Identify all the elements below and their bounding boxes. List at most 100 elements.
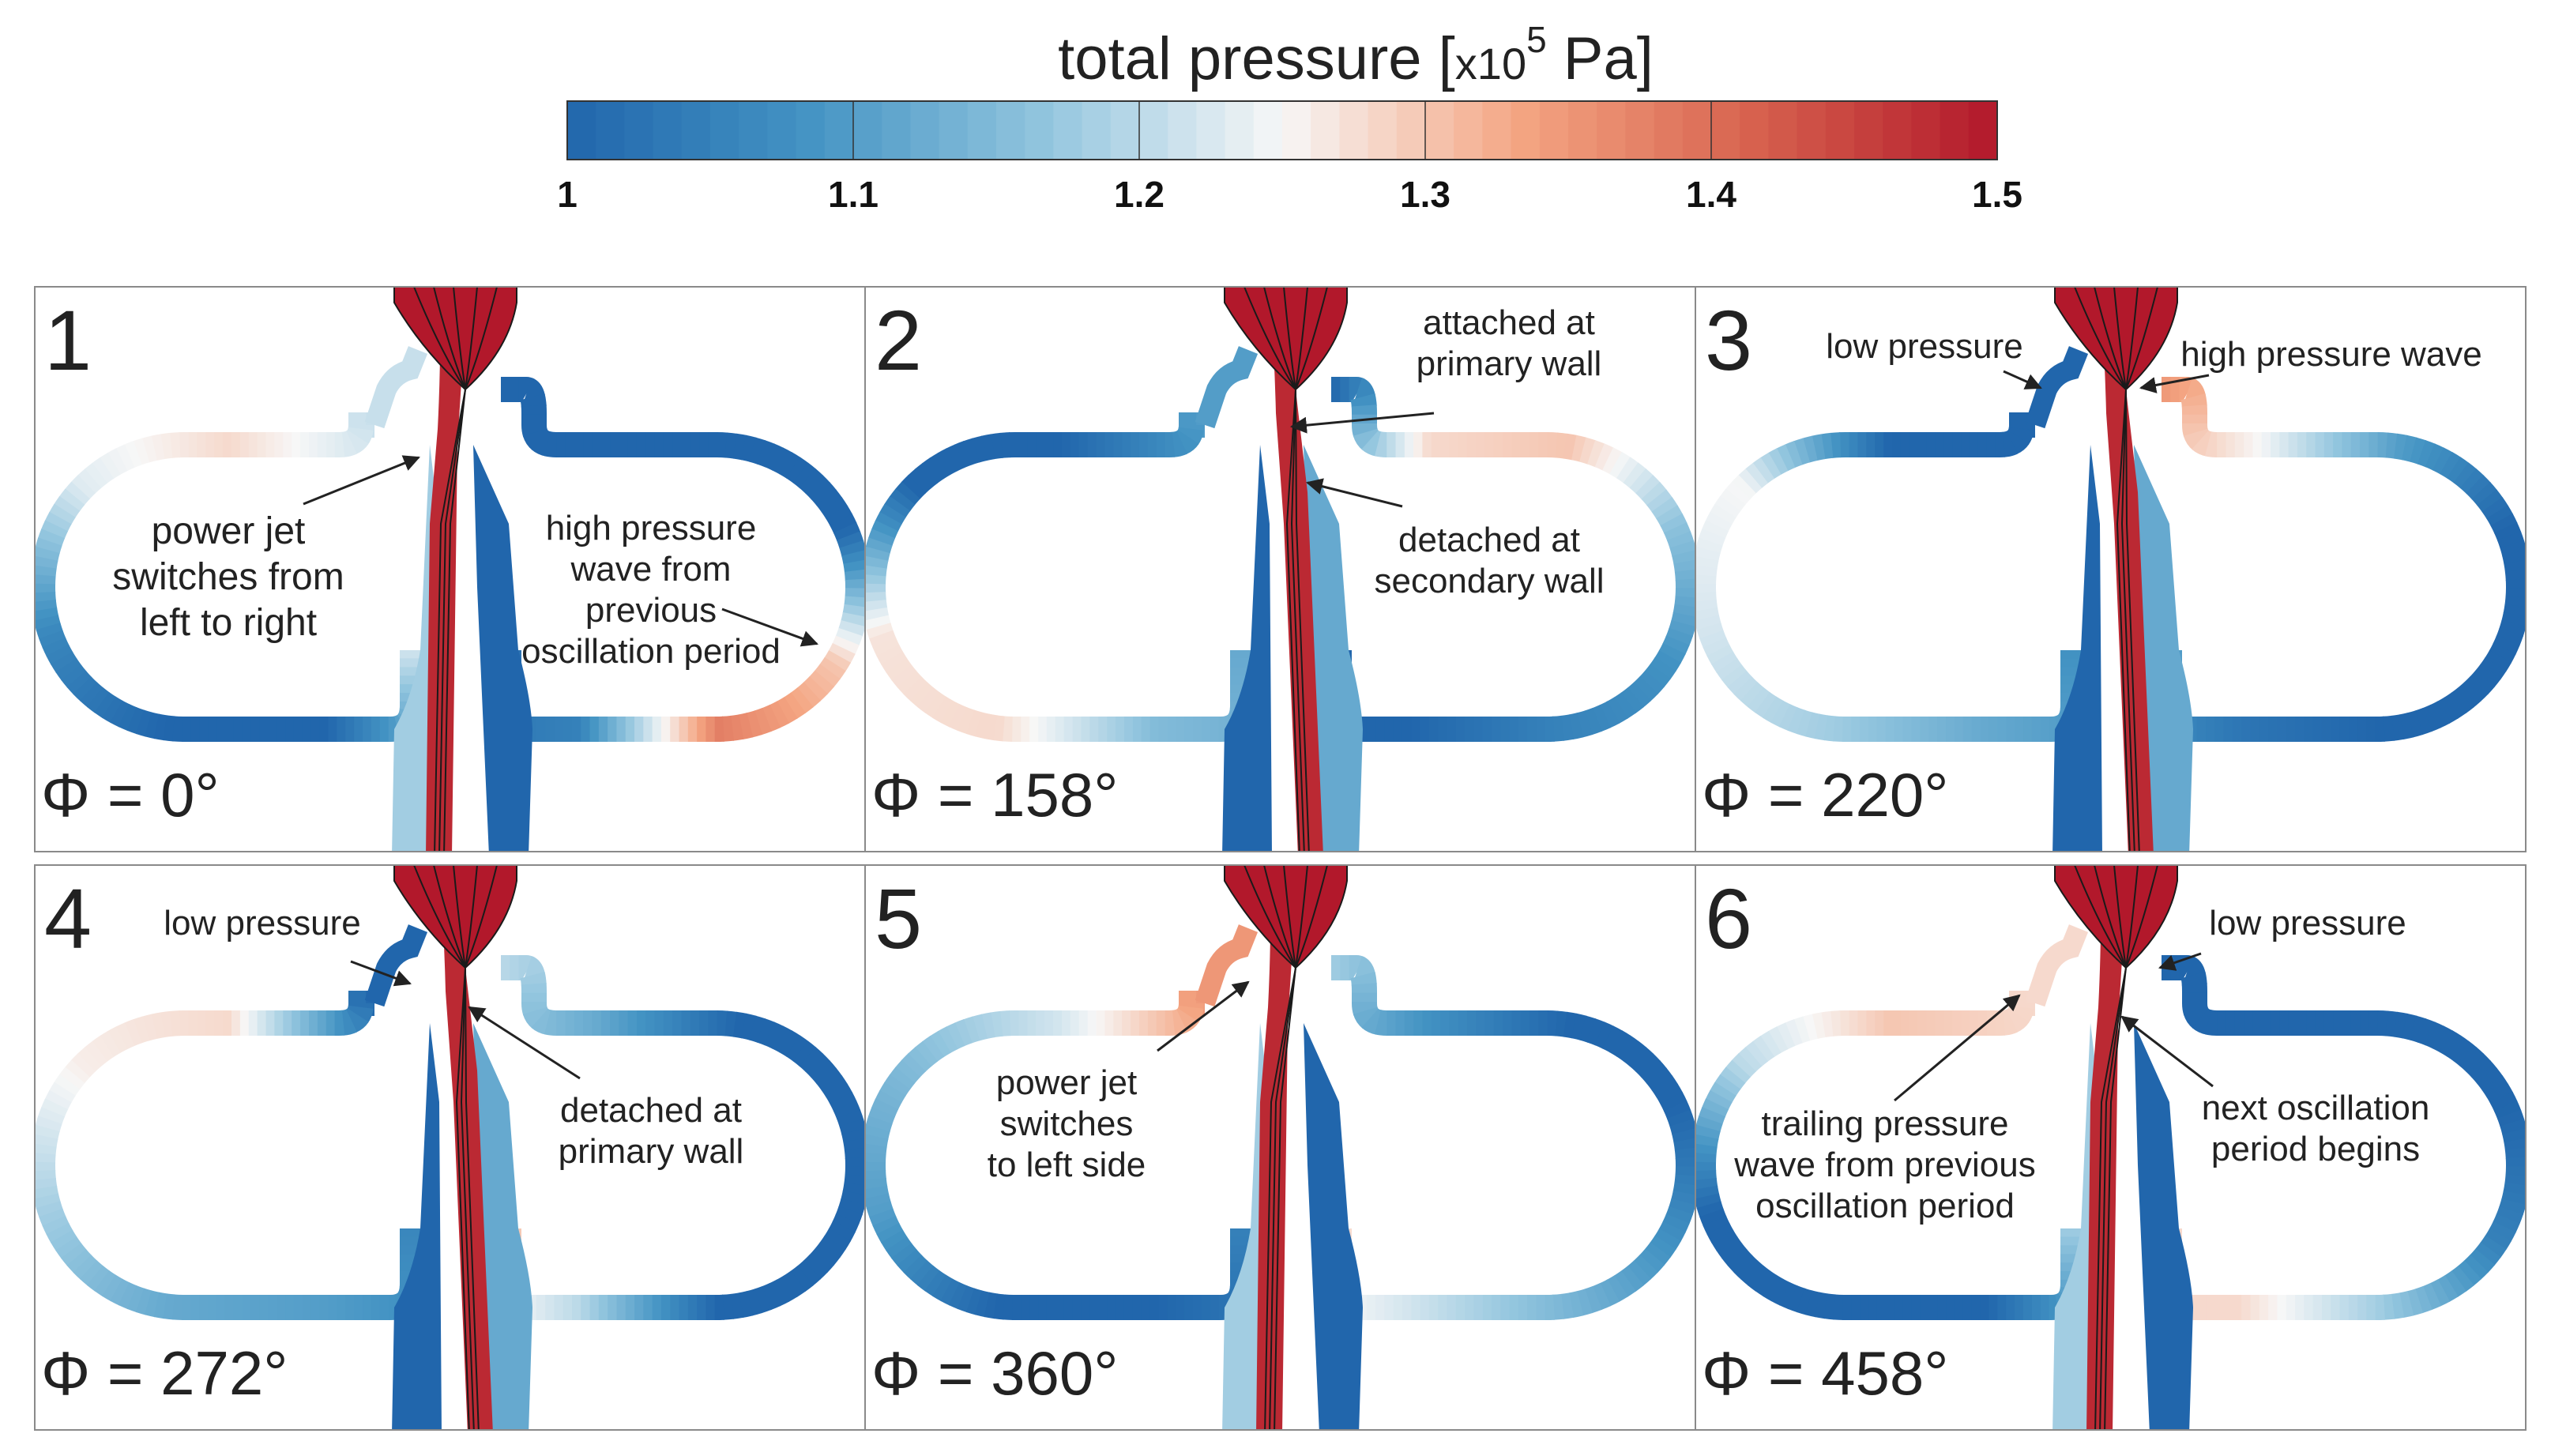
jet-streamline <box>2094 967 2127 1429</box>
colorbar-tick-label: 1.3 <box>1400 174 1450 215</box>
annotation: low pressure <box>2158 904 2406 971</box>
phase-angle: Φ = 272° <box>41 1338 288 1408</box>
panel-field <box>1696 288 2525 851</box>
right-feedback-loop <box>496 377 864 742</box>
jet-streamline <box>460 967 475 1429</box>
panel-number: 2 <box>875 292 922 388</box>
right-feedback-loop <box>1326 955 1695 1320</box>
jet-streamline <box>1290 389 1305 851</box>
panel-field <box>36 288 864 851</box>
colorbar-cell <box>1625 101 1655 160</box>
jet-streamline <box>2104 967 2127 1429</box>
nozzle-streamline <box>465 288 498 390</box>
nozzle-streamline <box>2113 288 2127 390</box>
right-feedback-loop <box>496 955 864 1320</box>
phase-angle: Φ = 360° <box>871 1338 1118 1408</box>
right-feedback-loop <box>2157 955 2525 1320</box>
annotation-line: detached at <box>560 1091 742 1130</box>
panel-number: 1 <box>44 292 92 388</box>
colorbar-cell <box>1339 101 1369 160</box>
colorbar-tick-label: 1.1 <box>828 174 879 215</box>
colorbar-cell <box>910 101 940 160</box>
annotation-line: to left side <box>988 1146 1146 1184</box>
nozzle-streamline <box>1283 866 1296 969</box>
right-feedback-loop <box>1326 377 1695 742</box>
colorbar-cell <box>1511 101 1541 160</box>
colorbar-cell <box>567 101 596 160</box>
annotation-arrow <box>2139 374 2210 393</box>
right-outlet-channel <box>1304 1023 1363 1429</box>
annotation-arrow <box>1305 478 1403 508</box>
nozzle-streamline <box>2125 288 2139 390</box>
jet-streamline <box>2125 389 2140 851</box>
colorbar-cell <box>824 101 854 160</box>
left-outlet-channel <box>1222 445 1272 851</box>
right-feedback-loop <box>2157 955 2525 1320</box>
annotation-arrow <box>350 960 412 987</box>
annotation-arrow <box>1289 412 1435 434</box>
colorbar-cell <box>1911 101 1941 160</box>
colorbar-cell <box>1168 101 1197 160</box>
annotation-line: switches from <box>112 556 344 598</box>
panel-number: 6 <box>1705 871 1752 966</box>
left-feedback-inlet <box>364 924 428 1007</box>
colorbar-cell <box>1740 101 1769 160</box>
nozzle-streamline <box>465 866 498 969</box>
power-jet <box>1256 866 1307 1429</box>
nozzle-streamline <box>465 866 478 969</box>
nozzle-streamline <box>2113 866 2127 969</box>
nozzle-streamline <box>1295 288 1308 390</box>
annotation-line: oscillation period <box>1755 1187 2015 1225</box>
power-jet <box>426 288 477 851</box>
annotation-line: detached at <box>1398 521 1580 559</box>
annotation-line: low pressure <box>1826 327 2022 366</box>
colorbar-cell <box>1139 101 1168 160</box>
colorbar-cell <box>1253 101 1283 160</box>
colorbar-cell <box>1396 101 1426 160</box>
right-feedback-loop <box>1326 377 1695 742</box>
nozzle-streamline <box>2074 866 2127 969</box>
colorbar-cell <box>1682 101 1712 160</box>
annotation: low pressure <box>1826 327 2042 389</box>
nozzle-streamline <box>1295 288 1328 390</box>
annotation-arrow <box>2003 370 2042 389</box>
annotation-line: low pressure <box>2209 904 2406 942</box>
colorbar-cell <box>1110 101 1140 160</box>
nozzle-streamline <box>2125 866 2139 969</box>
colorbar-cell <box>1597 101 1626 160</box>
left-feedback-loop <box>866 991 1255 1320</box>
jet-streamline <box>2116 389 2131 851</box>
right-outlet-channel <box>2134 1023 2193 1429</box>
nozzle-streamline <box>453 866 466 969</box>
colorbar-cell <box>1568 101 1597 160</box>
nozzle-streamline <box>1295 866 1328 969</box>
colorbar-gradient <box>566 100 1998 160</box>
left-feedback-loop <box>1696 412 2086 742</box>
phase-angle: Φ = 158° <box>871 760 1118 830</box>
left-feedback-inlet <box>364 346 428 429</box>
left-feedback-loop <box>36 991 425 1320</box>
annotation-line: next oscillation <box>2202 1089 2430 1127</box>
colorbar-cell <box>1711 101 1740 160</box>
colorbar-tick-label: 1.2 <box>1114 174 1165 215</box>
panel-4: 4 Φ = 272° low pressure detached atprimary … <box>34 864 866 1431</box>
right-feedback-loop <box>2157 377 2525 742</box>
colorbar-cell <box>1282 101 1311 160</box>
colorbar: total pressure [x105 Pa] 1 1.1 1.2 1.3 1.4 1.… <box>557 19 2022 215</box>
annotation-line: primary wall <box>1417 344 1602 383</box>
right-feedback-loop <box>1326 955 1695 1320</box>
left-feedback-loop <box>866 412 1255 742</box>
colorbar-cell <box>996 101 1025 160</box>
annotation-line: attached at <box>1423 303 1595 342</box>
nozzle-streamline <box>2125 866 2158 969</box>
panel-field <box>866 288 1695 851</box>
annotation-arrow <box>2158 952 2202 971</box>
